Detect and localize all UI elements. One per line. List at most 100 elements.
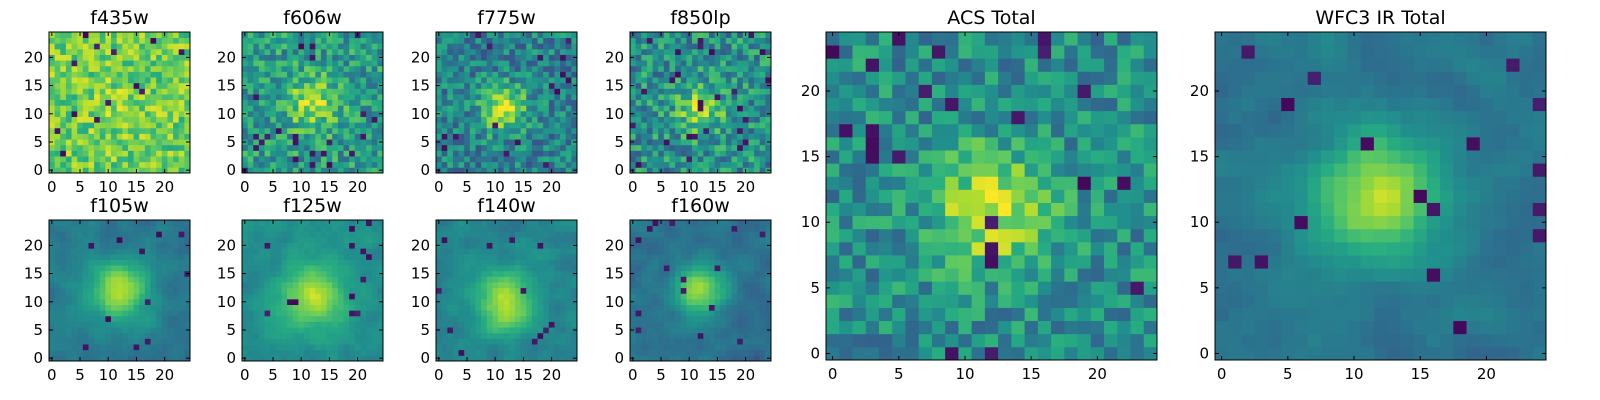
heatmap-cell (287, 167, 294, 174)
heatmap-cell (343, 310, 350, 317)
heatmap-cell (731, 287, 738, 294)
heatmap-cell (635, 332, 642, 339)
heatmap-cell (725, 32, 732, 39)
heatmap-cell (116, 161, 123, 168)
heatmap-cell (337, 225, 344, 232)
heatmap-cell (658, 161, 665, 168)
heatmap-cell (116, 355, 123, 362)
heatmap-cell (139, 236, 146, 243)
heatmap-cell (161, 65, 168, 72)
heatmap-cell (337, 253, 344, 260)
heatmap-cell (82, 355, 89, 362)
heatmap-cell (447, 265, 454, 272)
heatmap-cell (275, 127, 282, 134)
heatmap-cell (111, 54, 118, 61)
heatmap-cell (337, 242, 344, 249)
heatmap-cell (565, 293, 572, 300)
heatmap-cell (509, 220, 516, 227)
heatmap-cell (65, 265, 72, 272)
heatmap-cell (560, 338, 567, 345)
heatmap-cell (122, 65, 129, 72)
heatmap-cell (49, 105, 56, 112)
heatmap-cell (354, 127, 361, 134)
heatmap-cell (548, 144, 555, 151)
heatmap-cell (82, 242, 89, 249)
heatmap-cell (669, 355, 676, 362)
heatmap-cell (326, 161, 333, 168)
heatmap-cell (669, 161, 676, 168)
heatmap-cell (133, 293, 140, 300)
heatmap-cell (173, 276, 180, 283)
heatmap-cell (725, 71, 732, 78)
heatmap-cell (315, 99, 322, 106)
heatmap-cell (514, 105, 521, 112)
heatmap-cell (99, 48, 106, 55)
heatmap-cell (156, 122, 163, 129)
heatmap-cell (520, 231, 527, 238)
heatmap-cell (436, 253, 443, 260)
heatmap-cell (298, 259, 305, 266)
heatmap-cell (469, 236, 476, 243)
heatmap-cell (686, 161, 693, 168)
heatmap-cell (641, 150, 648, 157)
heatmap-cell (326, 116, 333, 123)
heatmap-cell (54, 133, 61, 140)
heatmap-cell (481, 259, 488, 266)
heatmap-cell (720, 355, 727, 362)
heatmap-cell (703, 43, 710, 50)
heatmap-cell (343, 304, 350, 311)
heatmap-cell (71, 88, 78, 95)
heatmap-cell (156, 32, 163, 39)
heatmap-cell (498, 327, 505, 334)
x-tick-label: 0 (47, 178, 57, 196)
heatmap-cell (65, 270, 72, 277)
heatmap-cell (737, 48, 744, 55)
heatmap-cell (82, 110, 89, 117)
heatmap-cell (514, 344, 521, 351)
x-tick-label: 15 (320, 178, 339, 196)
heatmap-cell (292, 220, 299, 227)
heatmap-cell (486, 265, 493, 272)
heatmap-cell (304, 236, 311, 243)
heatmap-cell (464, 156, 471, 163)
y-tick-label: 10 (24, 105, 43, 123)
y-tick-label: 15 (411, 265, 430, 283)
heatmap-cell (554, 82, 561, 89)
heatmap-cell (360, 265, 367, 272)
heatmap-cell (658, 133, 665, 140)
heatmap-cell (337, 355, 344, 362)
heatmap-cell (287, 127, 294, 134)
heatmap-cell (377, 105, 384, 112)
heatmap-cell (630, 304, 637, 311)
heatmap-cell (54, 282, 61, 289)
heatmap-cell (99, 270, 106, 277)
heatmap-cell (731, 344, 738, 351)
heatmap-cell (646, 32, 653, 39)
heatmap-cell (304, 321, 311, 328)
heatmap-cell (554, 259, 561, 266)
heatmap-cell (464, 54, 471, 61)
heatmap-cell (94, 122, 101, 129)
heatmap-cell (161, 37, 168, 44)
x-tick-label: 15 (514, 366, 533, 384)
heatmap-cell (105, 139, 112, 146)
heatmap-cell (686, 321, 693, 328)
heatmap-cell (464, 315, 471, 322)
heatmap-cell (520, 349, 527, 356)
heatmap-cell (242, 332, 249, 339)
heatmap-cell (452, 105, 459, 112)
heatmap-cell (122, 150, 129, 157)
heatmap-cell (692, 133, 699, 140)
heatmap-cell (173, 265, 180, 272)
heatmap-cell (714, 60, 721, 67)
heatmap-cell (436, 65, 443, 72)
heatmap-cell (458, 270, 465, 277)
heatmap-cell (464, 127, 471, 134)
heatmap-cell (127, 225, 134, 232)
heatmap-cell (371, 327, 378, 334)
heatmap-cell (366, 310, 373, 317)
heatmap-cell (133, 253, 140, 260)
heatmap-cell (697, 332, 704, 339)
heatmap-cell (441, 276, 448, 283)
heatmap-cell (94, 231, 101, 238)
